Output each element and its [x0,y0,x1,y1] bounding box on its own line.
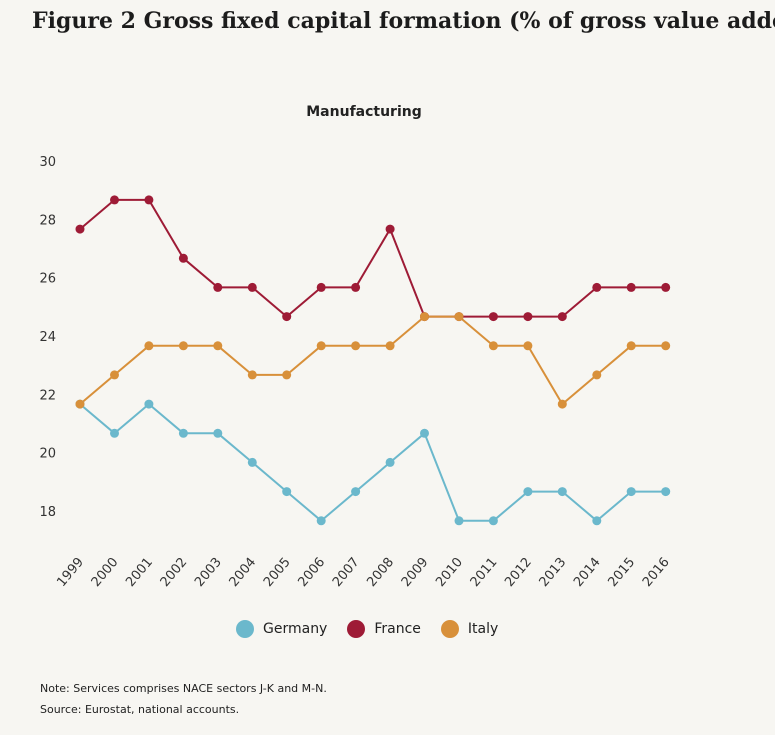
data-point-italy [661,341,671,351]
x-tick-label: 2014 [571,555,604,590]
data-point-italy [626,341,636,351]
legend-item-italy: Italy [440,620,499,638]
x-tick-label: 2007 [330,555,363,590]
data-point-france [144,195,154,205]
series-line-germany [79,403,666,522]
legend-item-germany: Germany [236,620,327,638]
x-tick-label: 2001 [123,555,156,590]
legend-item-france: France [347,620,421,638]
data-point-germany [557,487,567,497]
data-point-germany [488,516,498,526]
data-point-italy [557,399,567,409]
data-point-italy [454,312,464,322]
chart-legend: Germany France Italy [236,620,498,638]
x-tick-label: 2016 [640,555,673,590]
data-point-france [282,312,292,322]
data-point-italy [213,341,223,351]
data-point-italy [488,341,498,351]
data-point-italy [178,341,188,351]
y-tick-label: 22 [39,388,56,403]
x-tick-label: 2010 [433,555,466,590]
x-tick-label: 1999 [54,555,87,590]
data-point-germany [420,428,429,438]
data-point-italy [75,399,85,409]
chart-source: Source: Eurostat, national accounts. [40,703,240,716]
chart-note: Note: Services comprises NACE sectors J-… [40,682,327,695]
data-point-germany [316,516,326,526]
data-point-france [523,312,533,322]
y-tick-label: 18 [39,505,56,520]
legend-label-italy: Italy [467,621,499,637]
y-tick-label: 26 [39,272,56,287]
legend-swatch-italy [440,620,459,638]
data-point-france [178,253,188,263]
x-tick-label: 2002 [158,555,191,590]
data-point-france [110,195,119,205]
data-point-germany [247,457,257,467]
data-point-germany [661,487,671,497]
data-point-italy [316,341,326,351]
data-point-france [351,282,361,292]
data-point-germany [454,516,464,526]
data-point-france [316,282,326,292]
data-point-germany [213,428,223,438]
y-tick-label: 24 [39,330,56,345]
legend-label-france: France [374,621,421,637]
data-point-italy [351,341,361,351]
data-point-germany [626,487,636,497]
x-tick-label: 2006 [295,555,328,590]
data-point-france [213,282,223,292]
data-point-france [557,312,567,322]
data-point-france [661,282,671,292]
data-point-france [626,282,636,292]
x-tick-label: 2015 [606,555,639,590]
data-point-italy [110,370,119,380]
legend-swatch-germany [236,620,254,638]
data-point-france [488,312,498,322]
y-tick-label: 30 [39,155,56,170]
data-point-germany [178,428,188,438]
x-tick-label: 2011 [468,555,501,590]
data-point-italy [523,341,533,351]
data-point-italy [420,312,429,322]
y-tick-label: 20 [39,447,56,462]
data-point-france [247,282,257,292]
data-point-germany [144,399,154,409]
legend-swatch-france [347,620,366,638]
data-point-germany [351,487,361,497]
data-point-italy [144,341,154,351]
data-point-italy [385,341,395,351]
x-tick-label: 2000 [89,555,122,590]
y-tick-label: 28 [39,213,56,228]
x-tick-label: 2012 [502,555,535,590]
data-point-germany [282,487,292,497]
series-line-france [79,198,666,318]
data-point-germany [592,516,602,526]
x-tick-label: 2008 [364,555,397,590]
legend-label-germany: Germany [263,621,328,637]
data-point-germany [385,457,395,467]
data-point-germany [523,487,533,497]
x-tick-label: 2004 [227,555,260,590]
data-point-germany [110,428,119,438]
series-line-italy [79,315,666,406]
x-tick-label: 2005 [261,555,294,590]
data-point-italy [592,370,602,380]
data-point-italy [247,370,257,380]
x-tick-label: 2013 [537,555,570,590]
chart-title: Manufacturing [306,104,422,120]
data-point-italy [282,370,292,380]
data-point-france [75,224,85,234]
figure-title: Figure 2 Gross fixed capital formation (… [32,8,775,34]
x-tick-label: 2009 [399,555,432,590]
data-point-france [385,224,395,234]
data-point-france [592,282,602,292]
x-tick-label: 2003 [192,555,225,590]
